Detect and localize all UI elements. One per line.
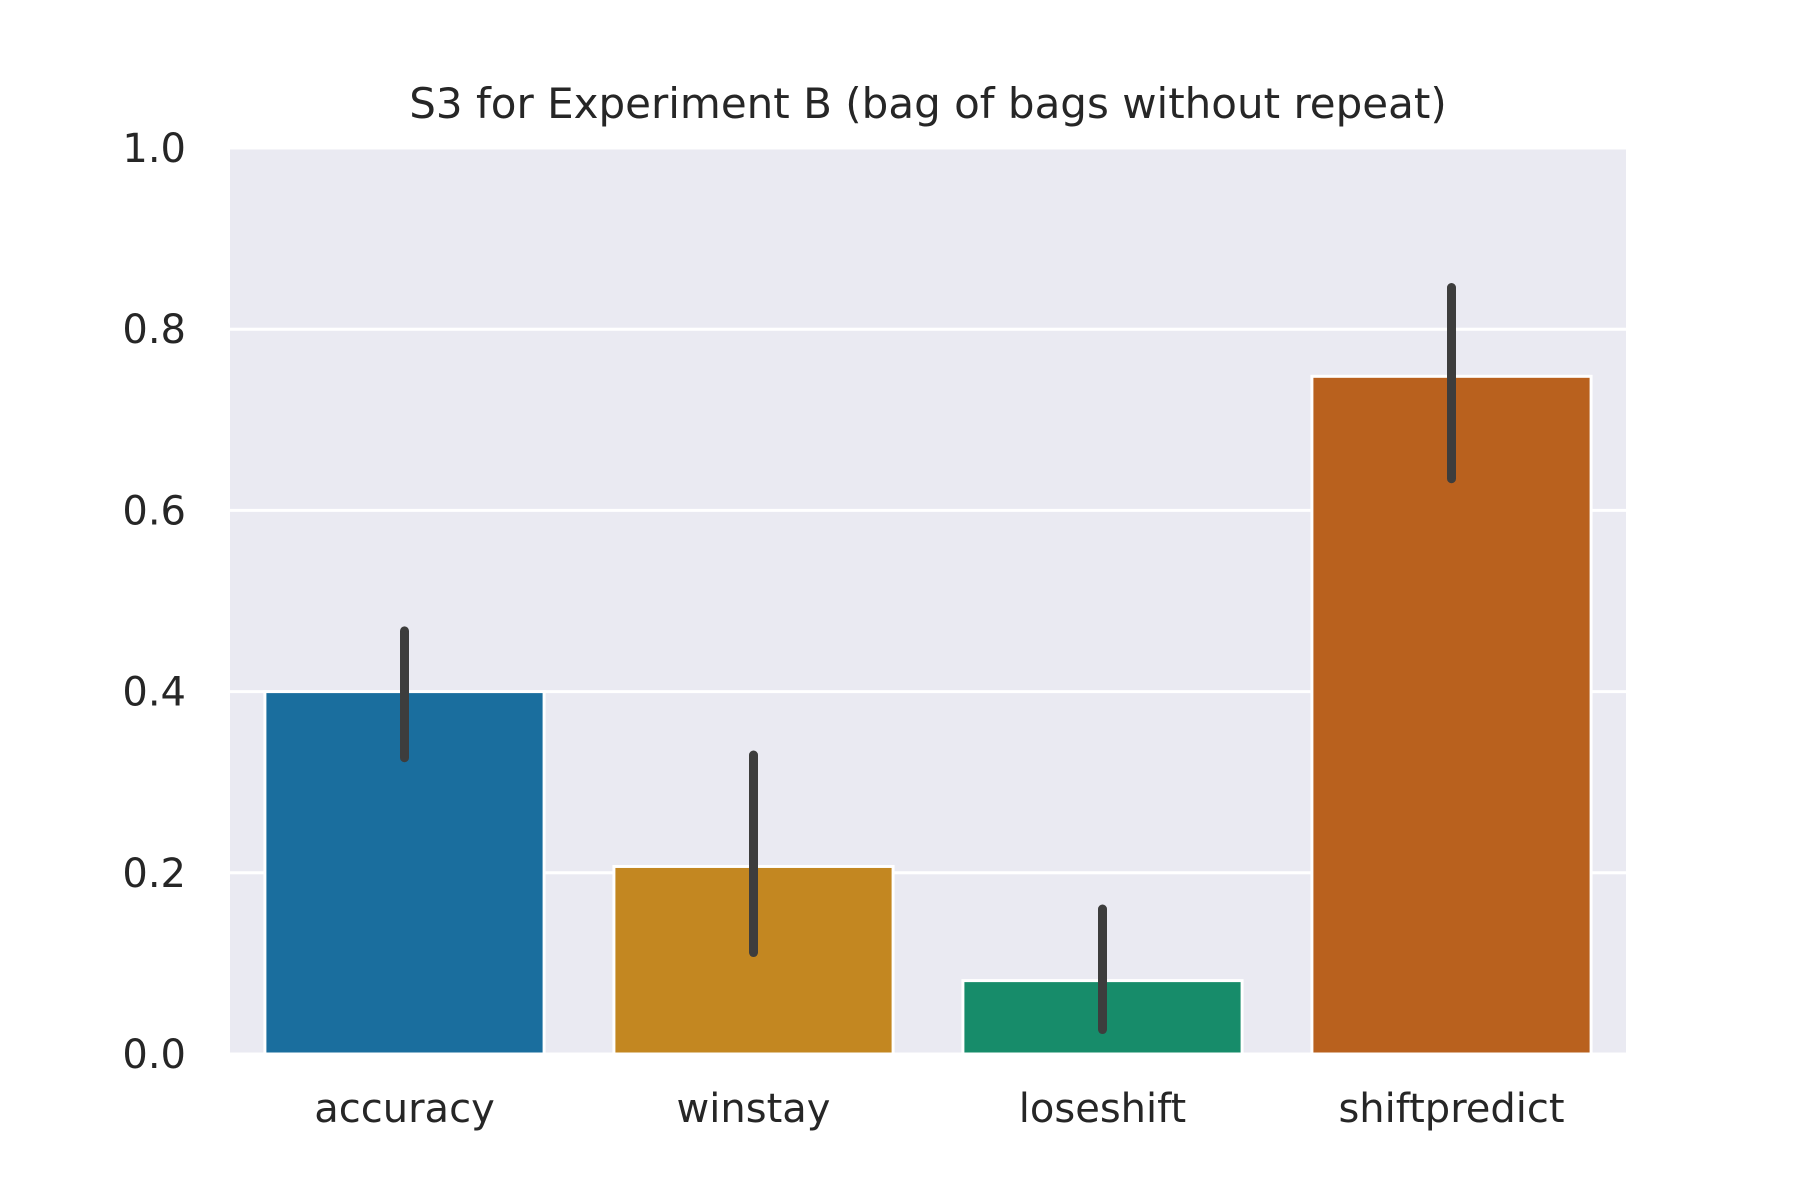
y-tick-label: 0.2 [122, 851, 186, 897]
x-tick-labels: accuracy winstay loseshift shiftpredict [314, 1086, 1564, 1132]
chart-title: S3 for Experiment B (bag of bags without… [409, 79, 1446, 128]
y-tick-label: 1.0 [122, 126, 186, 172]
y-tick-label: 0.0 [122, 1032, 186, 1078]
y-tick-labels: 0.0 0.2 0.4 0.6 0.8 1.0 [122, 126, 186, 1078]
y-tick-label: 0.6 [122, 488, 186, 534]
x-tick-label-shiftpredict: shiftpredict [1338, 1086, 1564, 1132]
x-tick-label-winstay: winstay [677, 1086, 831, 1132]
error-bars [400, 283, 1456, 1035]
bar-shiftpredict [1310, 374, 1593, 1056]
y-tick-label: 0.4 [122, 670, 186, 716]
x-tick-label-loseshift: loseshift [1019, 1086, 1186, 1132]
y-tick-label: 0.8 [122, 307, 186, 353]
x-tick-label-accuracy: accuracy [314, 1086, 494, 1132]
